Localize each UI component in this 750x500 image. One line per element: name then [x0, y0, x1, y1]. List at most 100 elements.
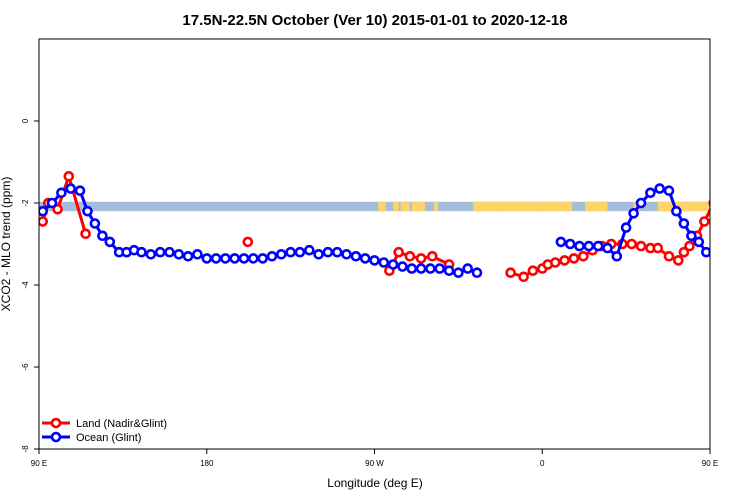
- land-band: [411, 201, 425, 212]
- land-nadir-glint-point: [518, 271, 529, 283]
- ocean-glint-point: [397, 261, 408, 272]
- land-nadir-glint-point: [699, 216, 710, 227]
- land-nadir-glint-point: [527, 265, 539, 277]
- ocean-glint-point: [192, 249, 203, 260]
- land-nadir-glint-point: [242, 236, 254, 248]
- x-axis: 90 E 180 90 W 0 90 E: [31, 449, 718, 468]
- ocean-glint-point: [104, 236, 116, 248]
- land-nadir-glint-point: [725, 172, 733, 180]
- legend-label: Land (Nadir&Glint): [76, 418, 167, 430]
- ocean-glint-point: [350, 250, 362, 262]
- land-nadir-glint-point: [663, 250, 675, 262]
- land-nadir-glint-point: [568, 253, 580, 264]
- legend-swatch-marker: [50, 431, 62, 443]
- ocean-glint-point: [686, 230, 697, 242]
- land-nadir-glint-point: [80, 228, 91, 240]
- ocean-glint-point: [164, 246, 175, 258]
- ocean-glint-point: [313, 249, 324, 260]
- land-band: [400, 201, 410, 212]
- ocean-glint-point: [443, 265, 455, 277]
- ocean-glint-point: [462, 263, 474, 274]
- ocean-glint-point: [635, 197, 647, 209]
- ocean-glint-point: [743, 248, 750, 256]
- ocean-glint-point: [555, 236, 567, 248]
- ocean-glint-point: [671, 205, 682, 217]
- ocean-glint-point: [238, 253, 250, 264]
- ocean-glint-point: [708, 248, 710, 256]
- y-tick-label: 0: [21, 118, 30, 123]
- ocean-glint-point: [611, 250, 623, 262]
- ocean-glint-point: [173, 249, 185, 260]
- land-nadir-glint-point: [652, 242, 664, 254]
- land-nadir-glint-point: [393, 246, 405, 258]
- land-nadir-glint-point: [549, 257, 561, 268]
- ocean-glint-point: [701, 246, 710, 258]
- ocean-glint-point: [97, 230, 108, 242]
- land-band: [473, 201, 500, 212]
- ocean-glint-point: [369, 255, 380, 266]
- ocean-glint-point: [583, 240, 595, 252]
- land-nadir-glint-point: [39, 216, 48, 227]
- ocean-glint-point: [434, 263, 446, 274]
- ocean-glint-point: [592, 240, 604, 252]
- series-layer: [39, 171, 750, 283]
- land-nadir-glint-point: [678, 246, 690, 258]
- land-ocean-strip: [39, 201, 743, 212]
- ocean-glint-point: [285, 246, 296, 258]
- ocean-glint-point: [65, 183, 76, 194]
- ocean-glint-point: [322, 246, 334, 258]
- ocean-glint-point: [229, 253, 240, 264]
- land-band: [378, 201, 386, 212]
- ocean-glint-point: [425, 263, 436, 274]
- ocean-glint-point: [717, 246, 725, 254]
- ocean-glint-point: [145, 249, 157, 260]
- ocean-glint-point: [46, 197, 58, 209]
- land-band: [393, 201, 399, 212]
- ocean-glint-point: [654, 183, 666, 194]
- land-band: [736, 202, 743, 211]
- x-tick-label: 180: [200, 459, 214, 468]
- x-tick-label: 90 E: [31, 459, 47, 468]
- land-nadir-glint-point: [52, 203, 63, 215]
- ocean-glint-point: [303, 244, 315, 256]
- ocean-glint-point: [453, 267, 464, 279]
- ocean-glint-point: [220, 253, 231, 264]
- ocean-glint-point: [182, 250, 194, 262]
- land-nadir-glint-point: [577, 250, 589, 262]
- ocean-glint-point: [331, 246, 343, 258]
- ocean-glint-point: [378, 257, 390, 268]
- ocean-glint-point: [725, 248, 733, 256]
- ocean-glint-point: [628, 208, 639, 219]
- ocean-glint-point: [257, 253, 269, 264]
- ocean-glint-point: [678, 218, 690, 229]
- land-nadir-glint-point: [559, 255, 570, 266]
- ocean-glint-point: [574, 240, 585, 252]
- land-nadir-glint-point: [635, 240, 647, 252]
- ocean-glint-point: [39, 205, 48, 217]
- land-band: [434, 201, 438, 212]
- ocean-glint-point: [663, 185, 675, 196]
- land-nadir-glint-point: [626, 238, 638, 250]
- legend-swatch-marker: [50, 417, 62, 429]
- land-nadir-glint-point: [415, 253, 427, 264]
- legend-label: Ocean (Glint): [76, 432, 141, 444]
- y-tick-label: -8: [21, 445, 30, 453]
- ocean-glint-point: [415, 263, 427, 274]
- land-nadir-glint-point: [672, 255, 684, 266]
- chart-title: 17.5N-22.5N October (Ver 10) 2015-01-01 …: [182, 12, 567, 29]
- ocean-glint-point: [201, 253, 213, 264]
- land-nadir-glint-point: [426, 250, 438, 262]
- ocean-glint-point: [602, 242, 613, 254]
- land-nadir-glint-point: [505, 267, 516, 279]
- ocean-glint-point: [734, 250, 742, 258]
- land-nadir-glint-point: [708, 199, 710, 207]
- land-band: [633, 201, 640, 212]
- y-axis: 0 -2 -4 -6 -8: [21, 118, 39, 453]
- ocean-glint-point: [406, 263, 418, 274]
- land-nadir-glint-point: [63, 171, 75, 182]
- y-tick-label: -2: [21, 199, 30, 207]
- ocean-glint-point: [74, 185, 86, 196]
- y-tick-label: -6: [21, 363, 30, 371]
- ocean-glint-point: [471, 267, 483, 279]
